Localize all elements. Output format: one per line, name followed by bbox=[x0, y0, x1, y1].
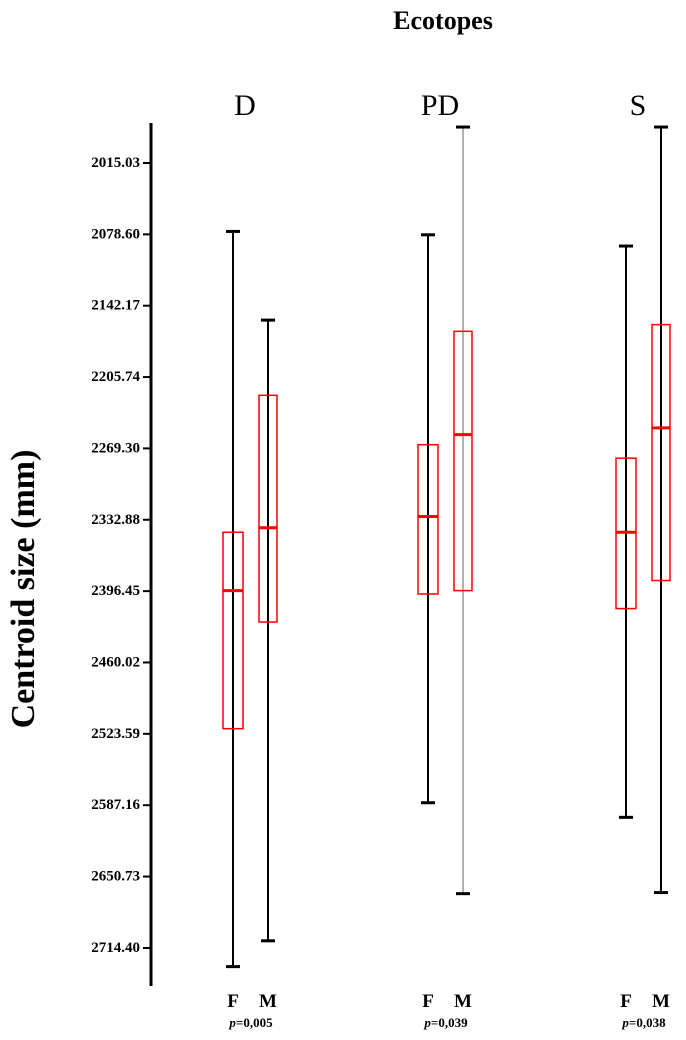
sex-label: F bbox=[422, 991, 434, 1012]
y-axis-label: Centroid size (mm) bbox=[5, 450, 42, 729]
group-label: D bbox=[234, 89, 256, 122]
y-tick-label: 2332.88 bbox=[91, 512, 140, 528]
box-m bbox=[651, 125, 671, 895]
y-tick-label: 2587.16 bbox=[91, 797, 140, 813]
p-value-label: p=0,039 bbox=[423, 1015, 468, 1030]
box-f bbox=[222, 229, 244, 969]
p-value: =0,005 bbox=[236, 1015, 273, 1030]
sex-label: M bbox=[652, 991, 670, 1012]
y-tick-label: 2523.59 bbox=[91, 726, 140, 742]
p-value-label: p=0,005 bbox=[228, 1015, 273, 1030]
ecotope-group-d: D F Mp=0,005 bbox=[222, 89, 278, 1030]
y-tick-label: 2015.03 bbox=[91, 155, 140, 171]
p-value-label: p=0,038 bbox=[621, 1015, 666, 1030]
iqr-box bbox=[651, 323, 671, 582]
p-symbol: p bbox=[423, 1015, 431, 1030]
box-m bbox=[453, 125, 473, 896]
p-symbol: p bbox=[228, 1015, 236, 1030]
iqr-box bbox=[417, 443, 439, 595]
group-label: PD bbox=[421, 89, 459, 122]
box-f bbox=[615, 244, 637, 819]
iqr-box bbox=[453, 330, 473, 592]
y-tick-label: 2714.40 bbox=[91, 940, 140, 956]
ecotope-group-s: S F Mp=0,038 bbox=[615, 89, 671, 1030]
y-tick-label: 2650.73 bbox=[91, 869, 140, 885]
iqr-box bbox=[222, 531, 244, 730]
y-tick-label: 2269.30 bbox=[91, 440, 140, 456]
sex-label: F bbox=[620, 991, 632, 1012]
box-m bbox=[258, 318, 278, 943]
y-tick-label: 2396.45 bbox=[91, 583, 140, 599]
ecotope-group-pd: PD F Mp=0,039 bbox=[417, 89, 473, 1030]
sex-label: M bbox=[454, 991, 472, 1012]
group-label: S bbox=[630, 89, 647, 122]
y-tick-label: 2078.60 bbox=[91, 226, 140, 242]
y-axis-ticks: 2015.03 2078.60 2142.17 2205.74 2269.30 2332.… bbox=[91, 155, 151, 956]
chart-title: Ecotopes bbox=[393, 6, 493, 35]
y-tick-label: 2205.74 bbox=[91, 369, 140, 385]
p-value: =0,038 bbox=[629, 1015, 666, 1030]
p-value: =0,039 bbox=[431, 1015, 468, 1030]
iqr-box bbox=[258, 394, 278, 623]
sex-label: F bbox=[227, 991, 239, 1012]
y-tick-label: 2460.02 bbox=[91, 654, 140, 670]
sex-label: M bbox=[259, 991, 277, 1012]
y-tick-label: 2142.17 bbox=[91, 298, 140, 314]
p-symbol: p bbox=[621, 1015, 629, 1030]
box-f bbox=[417, 233, 439, 805]
